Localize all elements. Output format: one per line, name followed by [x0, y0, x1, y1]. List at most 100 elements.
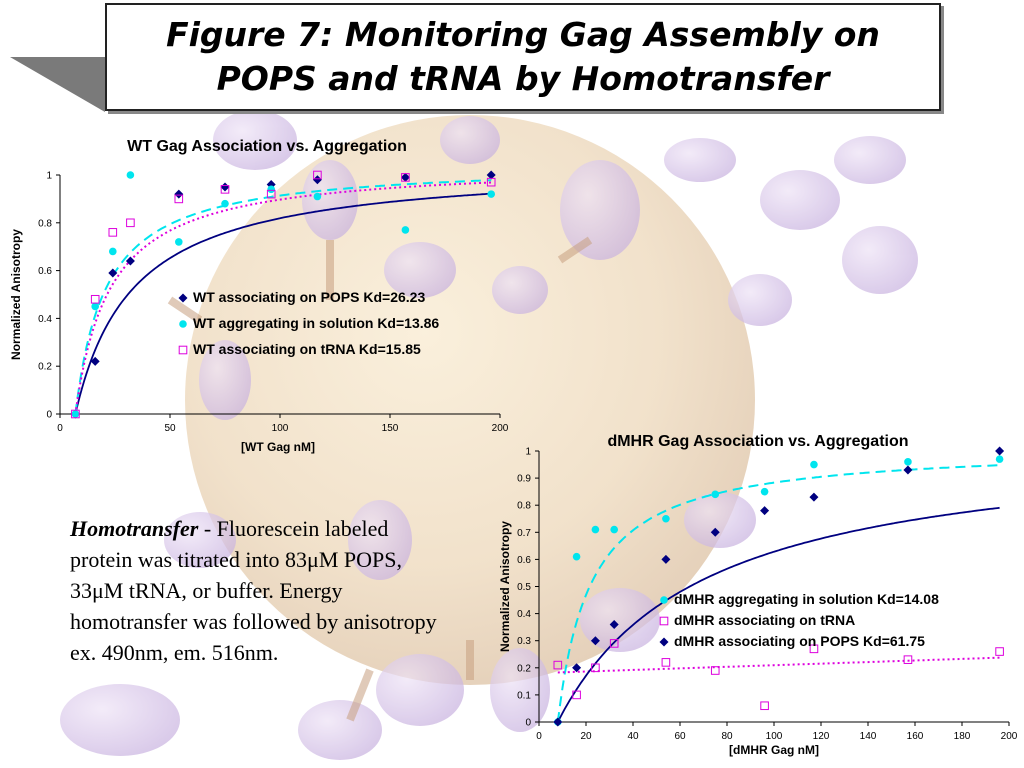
x-tick-label: 180: [954, 731, 971, 742]
data-point: [175, 238, 183, 246]
data-point: [126, 171, 135, 179]
data-point: [486, 177, 496, 187]
data-point: [760, 487, 769, 496]
data-point: [760, 506, 770, 516]
data-point: [662, 514, 670, 523]
data-point: [809, 644, 819, 654]
y-tick-label: 0.6: [517, 555, 531, 566]
data-point: [400, 172, 410, 182]
fit-curve-series-1: [556, 464, 1000, 723]
data-point: [90, 294, 100, 304]
y-tick-label: 0: [46, 410, 52, 421]
data-point: [71, 410, 80, 418]
fit-curve-series-3: [74, 181, 492, 415]
y-tick-label: 0.4: [517, 609, 531, 620]
data-point: [572, 663, 582, 673]
x-tick-label: 200: [492, 423, 509, 434]
legend-label: WT associating on tRNA Kd=15.85: [193, 341, 421, 357]
slide-title-line-2: POPS and tRNA by Homotransfer: [216, 59, 830, 98]
series-2-points: [71, 171, 496, 418]
data-point: [487, 190, 496, 198]
data-point: [312, 175, 322, 185]
data-point: [401, 226, 410, 234]
x-tick-label: 200: [1001, 731, 1018, 742]
body-term: Homotransfer: [70, 516, 199, 541]
series-3-points: [553, 446, 1005, 727]
x-tick-label: 140: [860, 731, 877, 742]
legend-marker: [659, 637, 669, 647]
data-point: [710, 666, 720, 675]
y-tick-label: 0.2: [38, 362, 52, 373]
x-tick-label: 150: [382, 423, 399, 434]
slide-title-line-1: Figure 7: Monitoring Gag Assembly on: [166, 15, 880, 54]
y-tick-label: 0.6: [38, 266, 52, 277]
x-tick-label: 50: [164, 423, 176, 434]
legend-marker: [660, 596, 668, 604]
y-tick-label: 0.8: [517, 501, 531, 512]
title-box: Figure 7: Monitoring Gag Assembly on POP…: [105, 3, 941, 111]
y-axis-label: Normalized Anisotropy: [9, 229, 23, 360]
x-axis-label: [dMHR Gag nM]: [729, 743, 819, 757]
data-point: [125, 256, 135, 266]
fit-curve-series-2: [74, 179, 492, 415]
gray-arrow-shape: [10, 57, 105, 112]
data-point: [90, 356, 100, 366]
data-point: [809, 492, 819, 502]
data-point: [220, 185, 230, 194]
data-point: [313, 170, 322, 180]
y-tick-label: 1: [46, 171, 52, 182]
y-tick-label: 0.7: [517, 528, 531, 539]
fit-curve-series-1: [74, 192, 492, 415]
x-tick-label: 60: [674, 731, 686, 742]
data-point: [220, 182, 230, 192]
data-point: [904, 458, 912, 466]
legend-label: WT aggregating in solution Kd=13.86: [193, 315, 439, 331]
y-tick-label: 0: [525, 718, 531, 729]
data-point: [174, 189, 184, 199]
data-point: [572, 552, 581, 561]
legend-marker: [178, 293, 188, 303]
data-point: [553, 717, 563, 727]
data-point: [591, 663, 600, 673]
data-point: [903, 655, 913, 664]
x-tick-label: 100: [272, 423, 289, 434]
data-point: [995, 455, 1004, 463]
chart-title: WT Gag Association vs. Aggregation: [127, 138, 407, 155]
data-point: [91, 302, 99, 311]
data-point: [590, 636, 600, 646]
legend-marker: [179, 320, 187, 328]
dmhr-gag-chart: dMHR Gag Association vs. Aggregation 0 20 4…: [498, 433, 1018, 757]
y-tick-label: 0.5: [517, 582, 531, 593]
data-point: [174, 194, 184, 204]
y-tick-label: 0.4: [38, 314, 52, 325]
x-tick-label: 120: [813, 731, 830, 742]
data-point: [995, 647, 1004, 656]
data-point: [609, 639, 619, 648]
y-tick-label: 0.2: [517, 663, 531, 674]
description-text: Homotransfer - Fluorescein labeled prote…: [70, 513, 450, 668]
y-axis-label: Normalized Anisotropy: [498, 521, 512, 652]
legend-marker: [659, 616, 669, 626]
data-point: [572, 690, 581, 700]
data-point: [267, 185, 276, 194]
body-description: - Fluorescein labeled protein was titrat…: [70, 516, 437, 665]
fit-curve-series-3: [557, 506, 1000, 723]
x-axis-label: [WT Gag nM]: [241, 440, 315, 454]
x-tick-label: 100: [766, 731, 783, 742]
legend-label: dMHR associating on tRNA: [674, 612, 855, 628]
data-point: [221, 199, 229, 208]
legend-label: WT associating on POPS Kd=26.23: [193, 289, 425, 305]
data-point: [486, 170, 496, 180]
x-tick-label: 20: [580, 731, 592, 742]
data-point: [810, 460, 818, 469]
x-tick-label: 80: [721, 731, 733, 742]
data-point: [71, 409, 80, 419]
data-point: [661, 658, 671, 667]
data-point: [995, 446, 1005, 456]
data-point: [661, 554, 671, 564]
data-point: [266, 189, 276, 199]
data-point: [711, 490, 720, 499]
x-tick-label: 0: [57, 423, 63, 434]
series-1-points: [554, 455, 1004, 726]
